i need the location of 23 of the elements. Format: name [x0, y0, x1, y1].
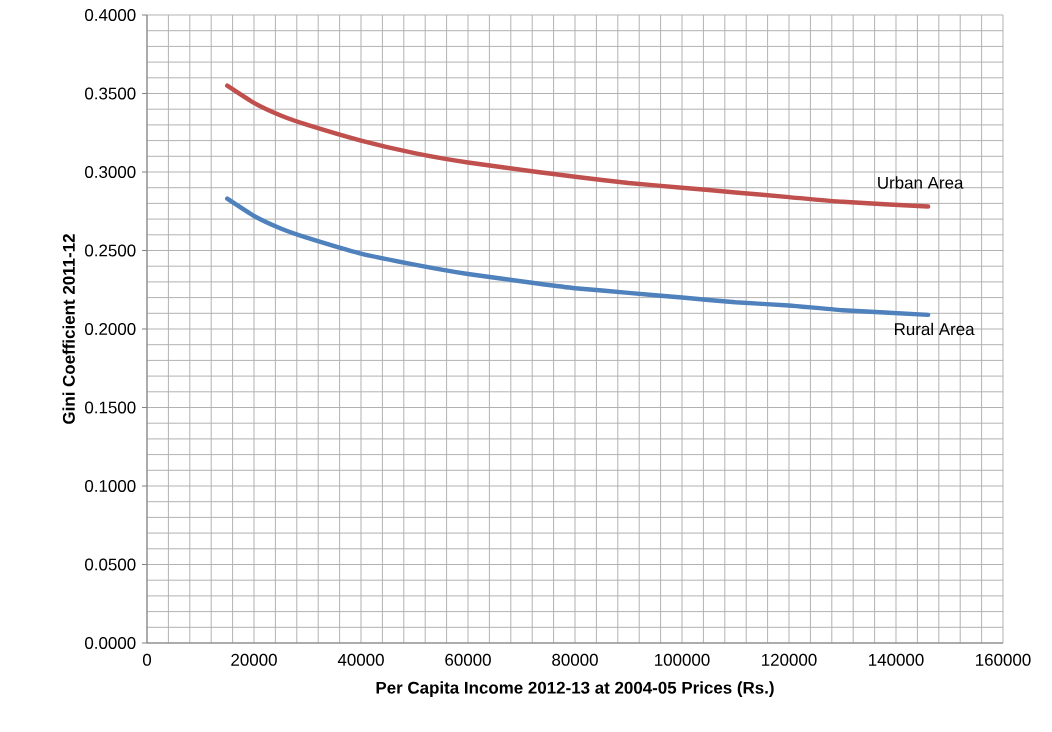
x-tick-label: 0: [142, 653, 152, 666]
x-tick-label: 160000: [976, 653, 1031, 666]
x-tick-label: 40000: [337, 653, 384, 666]
y-tick-label: 0.1000: [85, 480, 136, 492]
y-tick-label: 0.1500: [85, 401, 136, 414]
x-tick-label: 20000: [231, 653, 277, 666]
y-tick-label: 0.0500: [85, 558, 136, 571]
x-tick-label: 100000: [655, 653, 710, 666]
series-label: Urban Area: [878, 176, 964, 189]
line-series: [225, 196, 931, 318]
y-tick-label: 0.3500: [85, 87, 136, 100]
y-tick-label: 0.3000: [85, 166, 136, 178]
y-tick-label: 0.2000: [85, 323, 136, 335]
x-tick-label: 80000: [552, 653, 598, 666]
y-tick-label: 0.0000: [85, 637, 136, 649]
y-axis-title: Gini Coefficient 2011-12: [62, 234, 75, 424]
x-tick-label: 140000: [869, 653, 924, 666]
series-label: Rural Area: [895, 322, 975, 336]
y-tick-label: 0.2500: [85, 244, 136, 257]
x-tick-label: 120000: [762, 653, 817, 666]
x-axis-title: Per Capita Income 2012-13 at 2004-05 Prices (Rs.): [376, 681, 774, 698]
y-tick-label: 0.4000: [85, 8, 136, 21]
x-tick-label: 60000: [445, 653, 491, 666]
